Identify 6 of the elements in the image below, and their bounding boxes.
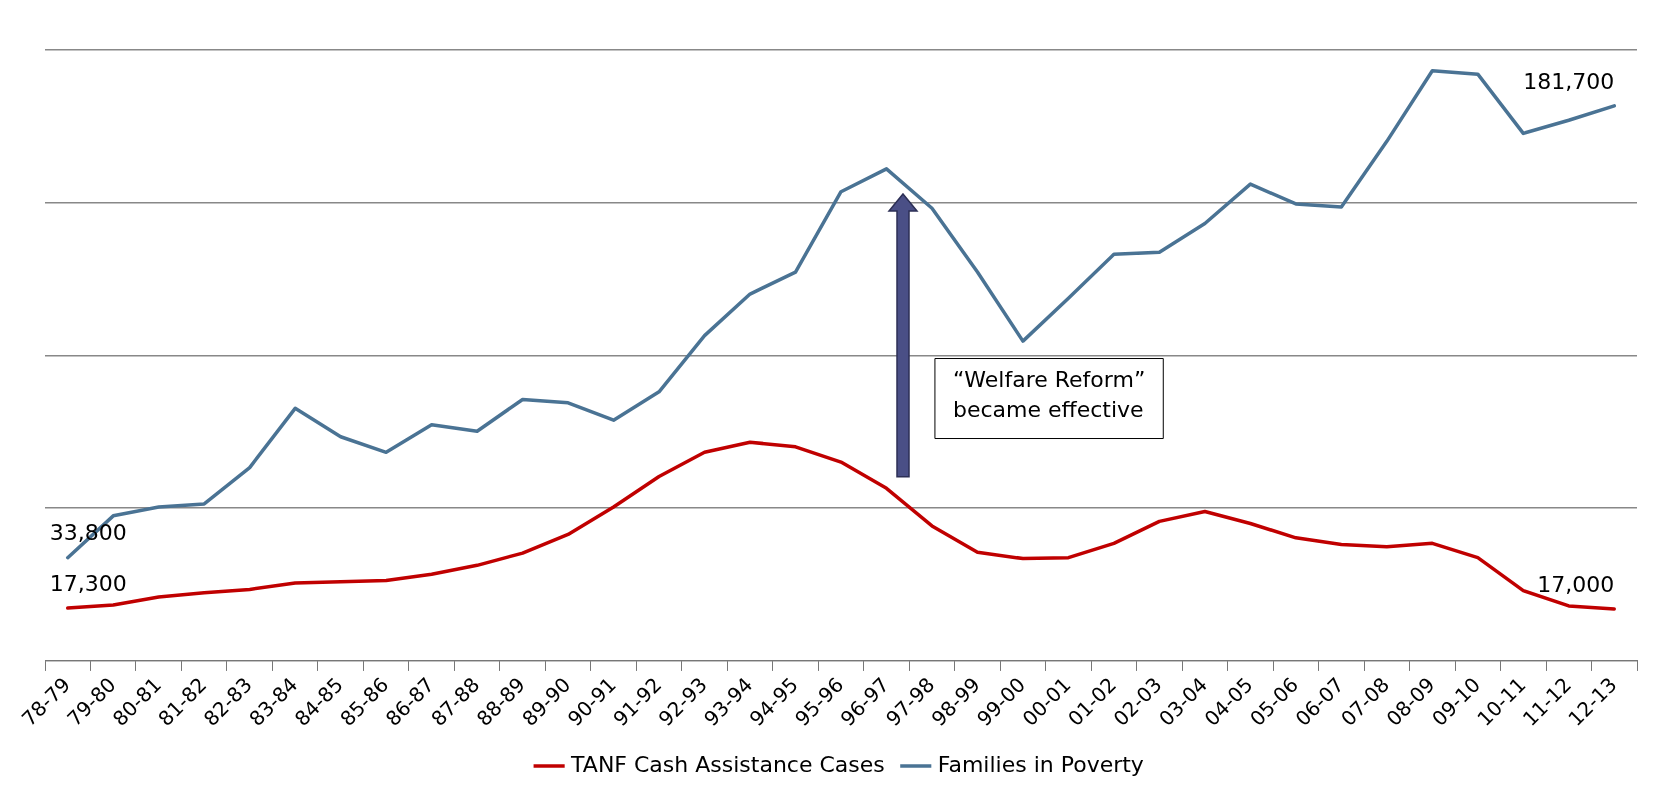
annotation: “Welfare Reform” became effective	[952, 367, 1146, 423]
data-label: 17,000	[1537, 571, 1615, 597]
legend-label: TANF Cash Assistance Cases	[570, 751, 885, 777]
legend-label: Families in Poverty	[937, 751, 1144, 777]
data-label: 181,700	[1523, 68, 1615, 94]
data-label: 17,300	[49, 570, 127, 596]
